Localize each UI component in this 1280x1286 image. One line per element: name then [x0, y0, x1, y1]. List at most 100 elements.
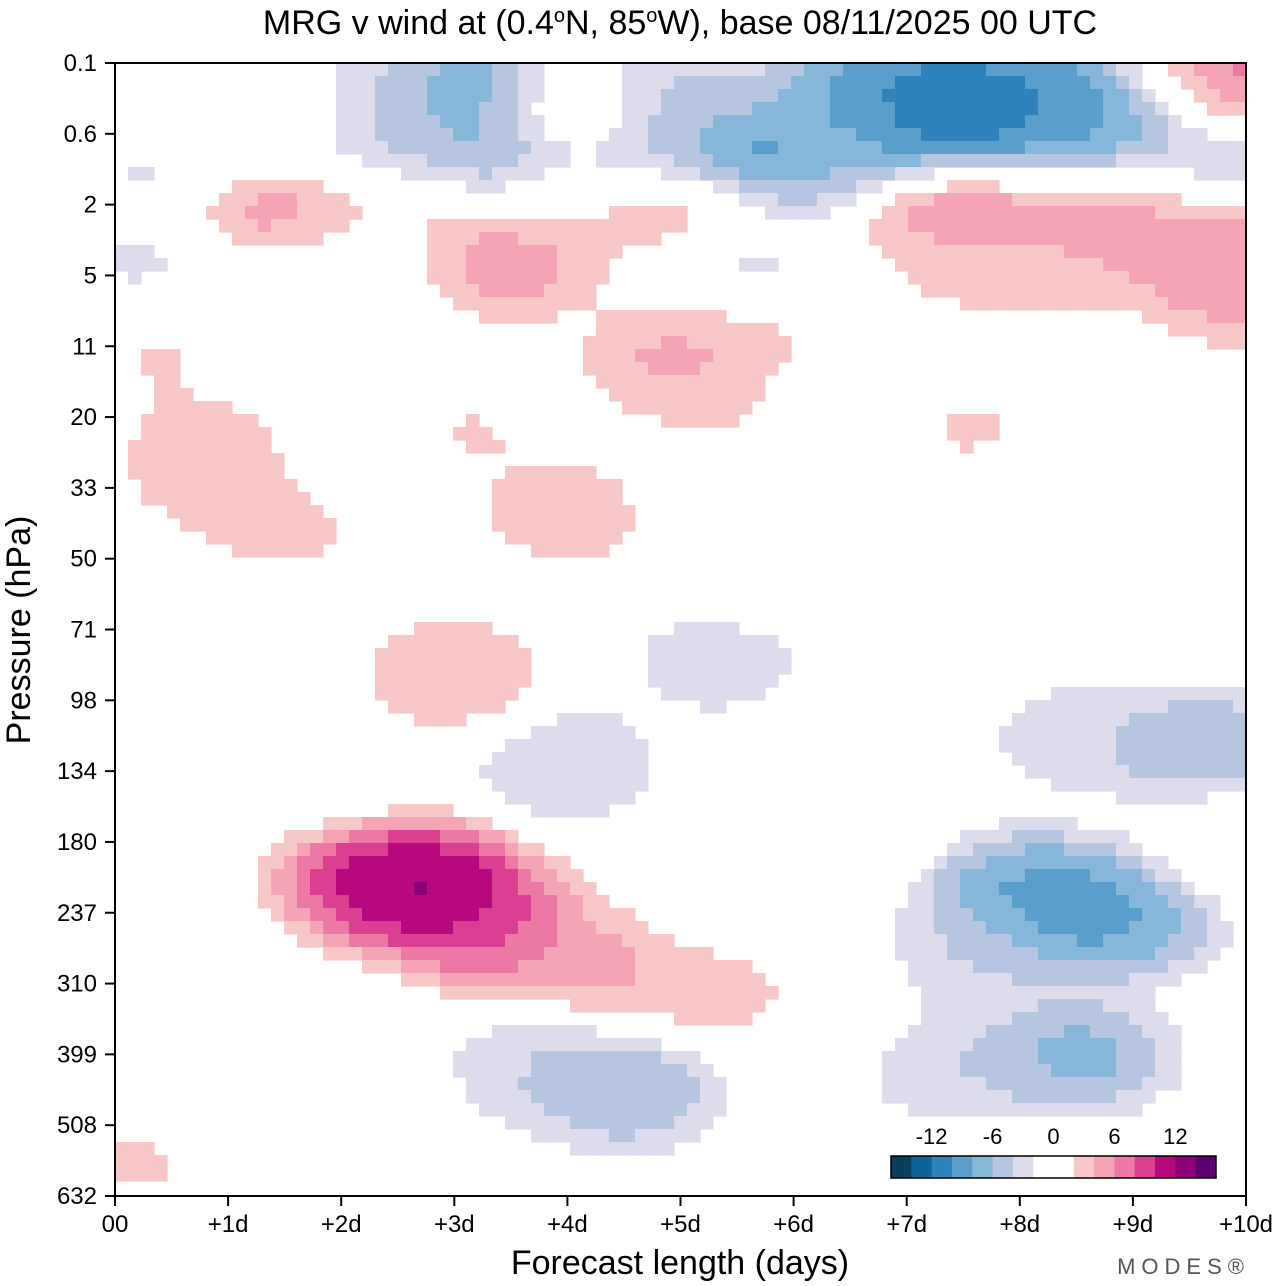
field-cell — [362, 960, 376, 974]
field-cell — [505, 1090, 519, 1104]
field-cell — [882, 1051, 896, 1065]
field-cell — [1155, 141, 1169, 155]
field-cell — [960, 414, 974, 428]
field-cell — [284, 531, 298, 545]
field-cell — [804, 206, 818, 220]
field-cell — [1116, 830, 1130, 844]
field-cell — [973, 414, 987, 428]
field-cell — [648, 947, 662, 961]
field-cell — [674, 986, 688, 1000]
field-cell — [1168, 882, 1182, 896]
field-cell — [1142, 869, 1156, 883]
field-cell — [453, 258, 467, 272]
field-cell — [817, 89, 831, 103]
field-cell — [154, 1155, 168, 1169]
field-cell — [817, 141, 831, 155]
field-cell — [1103, 973, 1117, 987]
field-cell — [453, 648, 467, 662]
field-cell — [596, 791, 610, 805]
field-cell — [479, 635, 493, 649]
field-cell — [986, 128, 1000, 142]
field-cell — [1207, 76, 1221, 90]
field-cell — [921, 193, 935, 207]
field-cell — [453, 921, 467, 935]
field-cell — [557, 544, 571, 558]
field-cell — [791, 102, 805, 116]
field-cell — [882, 115, 896, 129]
field-cell — [1220, 778, 1234, 792]
field-cell — [583, 1116, 597, 1130]
field-cell — [1207, 141, 1221, 155]
field-cell — [596, 973, 610, 987]
field-cell — [479, 310, 493, 324]
field-cell — [479, 258, 493, 272]
field-cell — [479, 1038, 493, 1052]
field-cell — [570, 947, 584, 961]
field-cell — [1025, 843, 1039, 857]
field-cell — [1025, 856, 1039, 870]
field-cell — [271, 531, 285, 545]
field-cell — [440, 661, 454, 675]
field-cell — [531, 128, 545, 142]
field-cell — [128, 271, 142, 285]
field-cell — [1051, 297, 1065, 311]
field-cell — [739, 973, 753, 987]
field-cell — [908, 141, 922, 155]
field-cell — [271, 882, 285, 896]
field-cell — [557, 804, 571, 818]
field-cell — [622, 115, 636, 129]
field-cell — [1207, 310, 1221, 324]
field-cell — [1090, 1051, 1104, 1065]
field-cell — [934, 141, 948, 155]
field-cell — [466, 284, 480, 298]
field-cell — [1116, 908, 1130, 922]
field-cell — [1207, 934, 1221, 948]
field-cell — [986, 960, 1000, 974]
field-cell — [791, 128, 805, 142]
field-cell — [518, 843, 532, 857]
field-cell — [1168, 1051, 1182, 1065]
field-cell — [492, 1051, 506, 1065]
field-cell — [505, 908, 519, 922]
field-cell — [505, 830, 519, 844]
field-cell — [1116, 739, 1130, 753]
field-cell — [609, 141, 623, 155]
field-cell — [570, 219, 584, 233]
field-cell — [856, 141, 870, 155]
field-cell — [1181, 258, 1195, 272]
field-cell — [1194, 908, 1208, 922]
field-cell — [1116, 726, 1130, 740]
field-cell — [726, 115, 740, 129]
field-cell — [713, 622, 727, 636]
field-cell — [1181, 895, 1195, 909]
field-cell — [960, 869, 974, 883]
field-cell — [635, 1090, 649, 1104]
field-cell — [609, 752, 623, 766]
field-cell — [648, 336, 662, 350]
field-cell — [479, 700, 493, 714]
field-cell — [739, 63, 753, 77]
field-cell — [1194, 232, 1208, 246]
field-cell — [1116, 232, 1130, 246]
field-cell — [453, 960, 467, 974]
field-cell — [713, 180, 727, 194]
field-cell — [1142, 1025, 1156, 1039]
field-cell — [557, 219, 571, 233]
field-cell — [167, 427, 181, 441]
field-cell — [1103, 76, 1117, 90]
field-cell — [999, 245, 1013, 259]
field-cell — [1181, 687, 1195, 701]
field-cell — [674, 1103, 688, 1117]
field-cell — [466, 921, 480, 935]
field-cell — [908, 1025, 922, 1039]
field-cell — [908, 232, 922, 246]
field-cell — [1025, 1025, 1039, 1039]
field-cell — [635, 739, 649, 753]
field-cell — [349, 89, 363, 103]
field-cell — [700, 89, 714, 103]
field-cell — [648, 960, 662, 974]
field-cell — [752, 349, 766, 363]
field-cell — [466, 219, 480, 233]
field-cell — [1155, 102, 1169, 116]
field-cell — [687, 388, 701, 402]
